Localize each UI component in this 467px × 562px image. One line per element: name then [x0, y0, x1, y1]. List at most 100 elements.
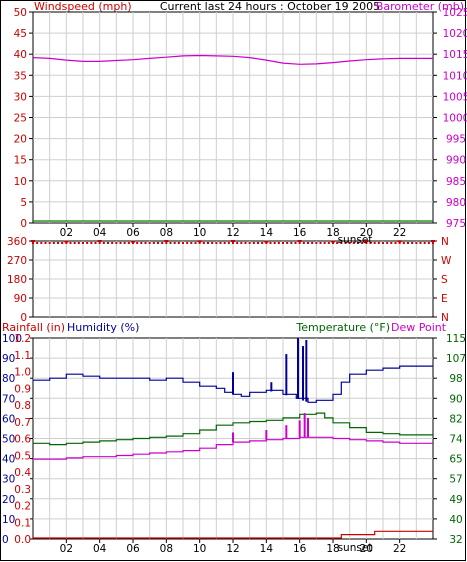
x-tick-label: 06 — [126, 543, 140, 555]
wind-direction-point — [311, 242, 314, 244]
wind-direction-point — [382, 242, 384, 244]
wind-direction-point — [394, 242, 397, 244]
wind-direction-point — [265, 242, 268, 244]
x-tick-label: 18 — [326, 227, 339, 239]
wind-direction-point — [432, 242, 434, 244]
compass-direction-label: E — [441, 293, 448, 305]
rainfall-tick-label: 0.9 — [14, 383, 31, 395]
wind-direction-point — [297, 240, 302, 242]
wind-direction-point — [257, 242, 259, 244]
wind-direction-point — [307, 242, 309, 244]
windspeed-tick-label: 20 — [14, 134, 27, 146]
compass-direction-label: S — [441, 274, 448, 286]
panel3-tick-labels: 10090807060504030201001.21.11.00.90.80.7… — [2, 333, 466, 555]
wind-direction-point — [186, 242, 189, 244]
wind-direction-point — [352, 242, 355, 244]
x-tick-label: 20 — [360, 543, 373, 555]
direction-degree-label: 360 — [7, 236, 27, 248]
x-tick-label: 08 — [160, 227, 173, 239]
humidity-tick-label: 40 — [2, 454, 15, 466]
wind-direction-point — [364, 240, 369, 242]
wind-direction-point — [294, 242, 297, 244]
barometer-series-line — [32, 54, 433, 65]
windspeed-tick-label: 25 — [14, 113, 27, 125]
compass-direction-label: W — [441, 255, 452, 267]
chart-title: Current last 24 hours : October 19 2005 — [160, 0, 380, 13]
wind-direction-point — [344, 242, 347, 244]
wind-direction-point — [97, 240, 102, 242]
wind-direction-point — [119, 242, 122, 244]
wind-direction-point — [336, 242, 339, 244]
wind-direction-point — [131, 240, 135, 243]
temperature-tick-label: 82 — [449, 413, 462, 425]
temperature-tick-label: 32 — [449, 534, 462, 546]
rainfall-tick-label: 0.7 — [14, 417, 31, 429]
wind-direction-point — [369, 242, 372, 244]
wind-direction-point — [407, 242, 409, 244]
windspeed-tick-label: 0 — [20, 218, 27, 230]
wind-direction-point — [419, 242, 422, 244]
x-tick-label: 06 — [126, 227, 140, 239]
wind-direction-point — [61, 242, 64, 244]
wind-direction-point — [36, 242, 39, 244]
wind-direction-point — [123, 242, 126, 244]
x-tick-label: 12 — [226, 543, 239, 555]
panel1-grid — [33, 12, 433, 223]
barometer-tick-label: 980 — [446, 197, 466, 209]
x-tick-label: 10 — [193, 543, 206, 555]
windspeed-tick-label: 45 — [14, 28, 27, 40]
wind-direction-point — [415, 242, 418, 244]
wind-direction-point — [211, 242, 214, 244]
wind-direction-point — [398, 242, 401, 244]
wind-direction-point — [44, 242, 47, 244]
humidity-series-line — [33, 365, 433, 403]
humidity-tick-label: 80 — [2, 373, 15, 385]
x-tick-label: 18 — [326, 543, 339, 555]
wind-direction-point — [390, 242, 393, 244]
temperature-tick-label: 115 — [446, 333, 466, 345]
wind-direction-point — [136, 242, 139, 244]
wind-direction-point — [348, 242, 351, 244]
panel-wind-barometer: 0510152025303540455097598098599099510001… — [14, 7, 467, 239]
panel1-tick-labels: 0510152025303540455097598098599099510001… — [14, 7, 467, 239]
wind-direction-point — [69, 242, 72, 244]
x-tick-label: 22 — [393, 227, 406, 239]
humidity-tick-label: 30 — [2, 474, 15, 486]
wind-direction-point — [102, 242, 105, 244]
sunset-label-top: sunset — [338, 234, 373, 246]
x-tick-label: 16 — [293, 543, 307, 555]
dewpoint-axis-title: Dew Point — [391, 321, 447, 334]
wind-direction-point — [177, 242, 180, 244]
humidity-tick-label: 0 — [2, 534, 9, 546]
panel2-series — [31, 240, 435, 244]
wind-direction-point — [240, 242, 243, 244]
barometer-tick-label: 995 — [446, 134, 466, 146]
wind-direction-point — [140, 242, 143, 244]
panel1-series — [32, 54, 433, 222]
x-tick-label: 04 — [93, 543, 107, 555]
x-tick-label: 02 — [60, 227, 73, 239]
wind-direction-point — [215, 242, 218, 244]
wind-direction-point — [165, 242, 168, 244]
wind-direction-point — [252, 242, 255, 244]
humidity-tick-label: 70 — [2, 393, 15, 405]
wind-direction-point — [277, 242, 280, 244]
wind-direction-point — [94, 242, 97, 244]
wind-direction-point — [282, 242, 284, 244]
x-tick-label: 08 — [160, 543, 173, 555]
wind-direction-point — [397, 240, 402, 243]
wind-direction-point — [190, 242, 193, 244]
wind-direction-point — [223, 242, 226, 244]
wind-direction-point — [323, 242, 326, 244]
wind-direction-point — [169, 242, 172, 244]
humidity-tick-label: 100 — [2, 333, 22, 345]
wind-direction-point — [194, 242, 197, 244]
rainfall-tick-label: 1.0 — [14, 367, 31, 379]
windspeed-tick-label: 15 — [14, 155, 27, 167]
wind-direction-point — [232, 242, 234, 244]
wind-direction-point — [361, 242, 364, 244]
rainfall-tick-label: 0.1 — [14, 517, 31, 529]
wind-direction-point — [298, 242, 301, 244]
wind-direction-point — [248, 242, 251, 244]
